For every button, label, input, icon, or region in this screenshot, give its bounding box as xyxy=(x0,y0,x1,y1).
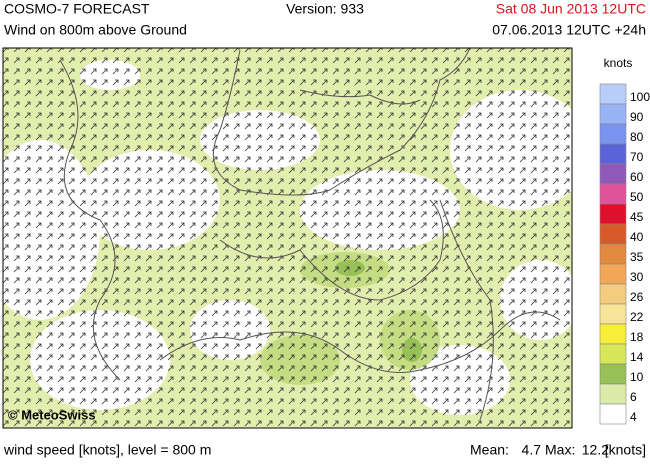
mean-value: 4.7 xyxy=(522,442,542,458)
legend-label: 6 xyxy=(630,390,637,404)
legend-swatch xyxy=(599,323,627,345)
legend-swatch xyxy=(599,163,627,185)
legend-label: 26 xyxy=(630,290,644,304)
legend-unit: knots xyxy=(604,56,633,70)
map-frame xyxy=(2,47,573,429)
legend-swatch xyxy=(599,203,627,225)
legend-swatch xyxy=(599,243,627,265)
legend-swatch xyxy=(599,123,627,145)
legend-label: 60 xyxy=(630,170,644,184)
legend-swatch xyxy=(599,383,627,405)
legend-label: 90 xyxy=(630,110,644,124)
legend-swatch xyxy=(599,143,627,165)
legend-swatch xyxy=(599,223,627,245)
legend-swatch xyxy=(599,183,627,205)
version: Version: 933 xyxy=(286,1,364,17)
legend-swatch xyxy=(599,283,627,305)
footer-description: wind speed [knots], level = 800 m xyxy=(3,442,211,458)
max-label: Max: xyxy=(545,442,575,458)
title: COSMO-7 FORECAST xyxy=(4,1,150,17)
legend-swatch xyxy=(599,303,627,325)
legend-swatch xyxy=(599,103,627,125)
subtitle: Wind on 800m above Ground xyxy=(4,22,187,38)
legend: 100 90 80 70 60 50 45 40 35 30 26 22 18 14 10 6 4 xyxy=(599,83,650,425)
legend-label: 22 xyxy=(630,310,644,324)
legend-swatch xyxy=(599,363,627,385)
legend-swatch xyxy=(599,263,627,285)
legend-label: 4 xyxy=(630,410,637,424)
run-time: 07.06.2013 12UTC +24h xyxy=(492,22,646,38)
legend-label: 80 xyxy=(630,130,644,144)
legend-label: 10 xyxy=(630,370,644,384)
legend-swatch xyxy=(599,403,627,425)
legend-label: 40 xyxy=(630,230,644,244)
legend-swatch xyxy=(599,343,627,365)
legend-label: 14 xyxy=(630,350,644,364)
unit: [knots] xyxy=(605,442,646,458)
legend-label: 100 xyxy=(630,90,650,104)
legend-label: 35 xyxy=(630,250,644,264)
credit: © MeteoSwiss xyxy=(8,407,96,422)
valid-time: Sat 08 Jun 2013 12UTC xyxy=(496,1,646,17)
legend-label: 30 xyxy=(630,270,644,284)
max-value: 12.2 xyxy=(582,442,609,458)
legend-label: 50 xyxy=(630,190,644,204)
legend-label: 70 xyxy=(630,150,644,164)
mean-label: Mean: xyxy=(470,442,509,458)
legend-label: 18 xyxy=(630,330,644,344)
legend-label: 45 xyxy=(630,210,644,224)
legend-swatch xyxy=(599,83,627,105)
map: © MeteoSwiss xyxy=(3,48,572,428)
